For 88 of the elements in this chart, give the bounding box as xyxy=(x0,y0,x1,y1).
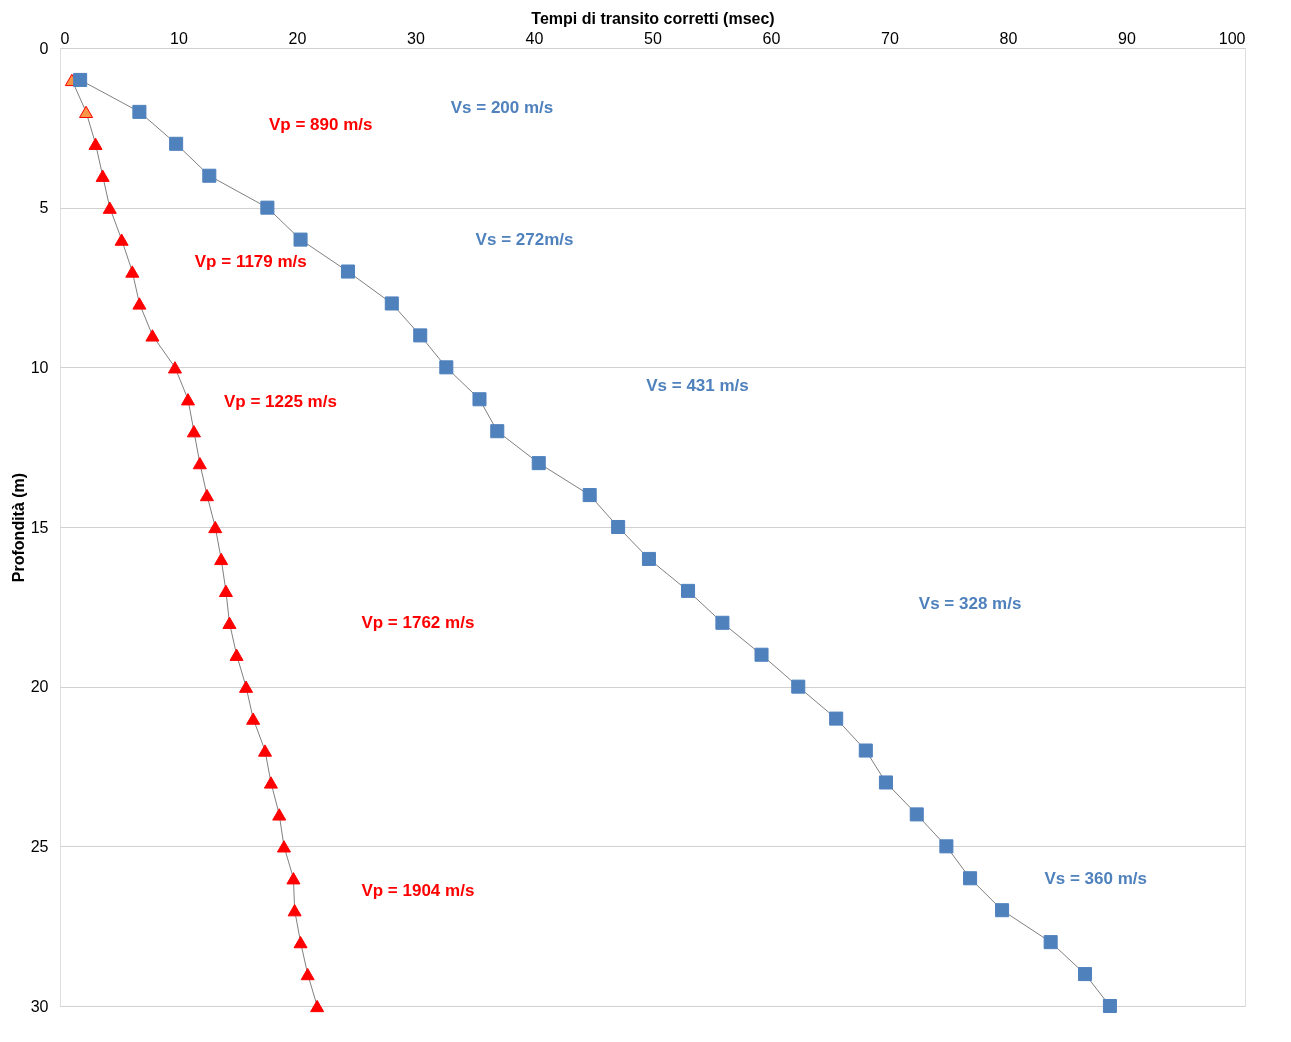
x-tick-label: 50 xyxy=(644,29,662,47)
point xyxy=(490,424,505,439)
point xyxy=(145,329,160,342)
annotation: Vs = 431 m/s xyxy=(646,376,749,396)
y-tick-label: 30 xyxy=(30,997,49,1015)
point xyxy=(218,584,233,598)
x-tick-label: 100 xyxy=(1218,29,1246,47)
point xyxy=(384,296,399,311)
point xyxy=(641,551,656,566)
x-tick-label: 40 xyxy=(525,29,544,47)
point xyxy=(180,393,195,406)
point xyxy=(276,840,291,853)
point xyxy=(611,519,626,535)
point xyxy=(858,743,873,758)
point xyxy=(222,616,237,629)
annotation: Vp = 890 m/s xyxy=(268,114,373,134)
y-tick-label: 20 xyxy=(30,678,49,696)
annotation: Vs = 328 m/s xyxy=(918,593,1022,613)
y-tick-label: 5 xyxy=(39,199,49,217)
point xyxy=(791,679,806,694)
point xyxy=(878,775,893,790)
point xyxy=(293,232,308,247)
point xyxy=(263,776,278,789)
point xyxy=(186,425,201,438)
point xyxy=(73,72,88,87)
point xyxy=(963,871,978,886)
point xyxy=(939,839,954,854)
point xyxy=(300,967,315,981)
point xyxy=(114,233,129,246)
point xyxy=(79,105,94,119)
point xyxy=(531,456,546,471)
point xyxy=(715,615,730,630)
point xyxy=(909,807,924,822)
point xyxy=(229,648,244,661)
point xyxy=(246,712,261,725)
x-axis-title: Tempi di transito corretti (msec) xyxy=(531,9,775,27)
y-tick-label: 15 xyxy=(30,518,49,536)
x-tick-label: 20 xyxy=(288,29,307,47)
point xyxy=(995,903,1010,918)
annotation: Vp = 1179 m/s xyxy=(194,251,307,271)
point xyxy=(202,168,217,183)
y-axis-title: Profondità (m) xyxy=(9,472,27,583)
point xyxy=(132,104,147,119)
point xyxy=(208,520,223,534)
annotation: Vs = 360 m/s xyxy=(1044,868,1147,888)
point xyxy=(287,904,302,917)
point xyxy=(102,201,117,214)
x-tick-label: 90 xyxy=(1118,29,1136,47)
annotation: Vp = 1225 m/s xyxy=(223,392,337,412)
point xyxy=(439,360,454,375)
point xyxy=(340,264,355,279)
point xyxy=(582,488,597,503)
annotation: Vs = 200 m/s xyxy=(450,98,554,118)
point xyxy=(214,552,229,566)
x-tick-label: 0 xyxy=(60,29,70,47)
annotation: Vs = 272m/s xyxy=(475,229,574,249)
point xyxy=(472,392,487,407)
point xyxy=(167,361,182,374)
x-tick-label: 70 xyxy=(881,29,899,47)
point xyxy=(239,680,254,693)
point xyxy=(310,999,325,1013)
point xyxy=(272,808,287,821)
y-tick-label: 25 xyxy=(30,837,49,855)
y-tick-label: 10 xyxy=(30,358,49,376)
point xyxy=(125,265,140,278)
x-tick-label: 10 xyxy=(170,29,188,47)
x-tick-label: 80 xyxy=(999,29,1018,47)
point xyxy=(199,488,214,502)
annotation: Vp = 1762 m/s xyxy=(361,612,475,632)
x-tick-label: 30 xyxy=(407,29,425,47)
annotation: Vp = 1904 m/s xyxy=(361,881,475,901)
point xyxy=(681,583,696,598)
point xyxy=(257,744,273,757)
point xyxy=(95,169,110,182)
point xyxy=(413,328,428,343)
point xyxy=(1078,967,1093,982)
point xyxy=(1043,935,1058,950)
x-tick-label: 60 xyxy=(762,29,781,47)
point xyxy=(88,137,103,150)
point xyxy=(132,297,147,310)
point xyxy=(286,872,301,885)
point xyxy=(260,200,275,215)
point xyxy=(754,647,769,662)
point xyxy=(293,935,308,949)
point xyxy=(1102,998,1117,1014)
point xyxy=(192,456,207,470)
point xyxy=(829,711,844,726)
point xyxy=(169,136,184,151)
